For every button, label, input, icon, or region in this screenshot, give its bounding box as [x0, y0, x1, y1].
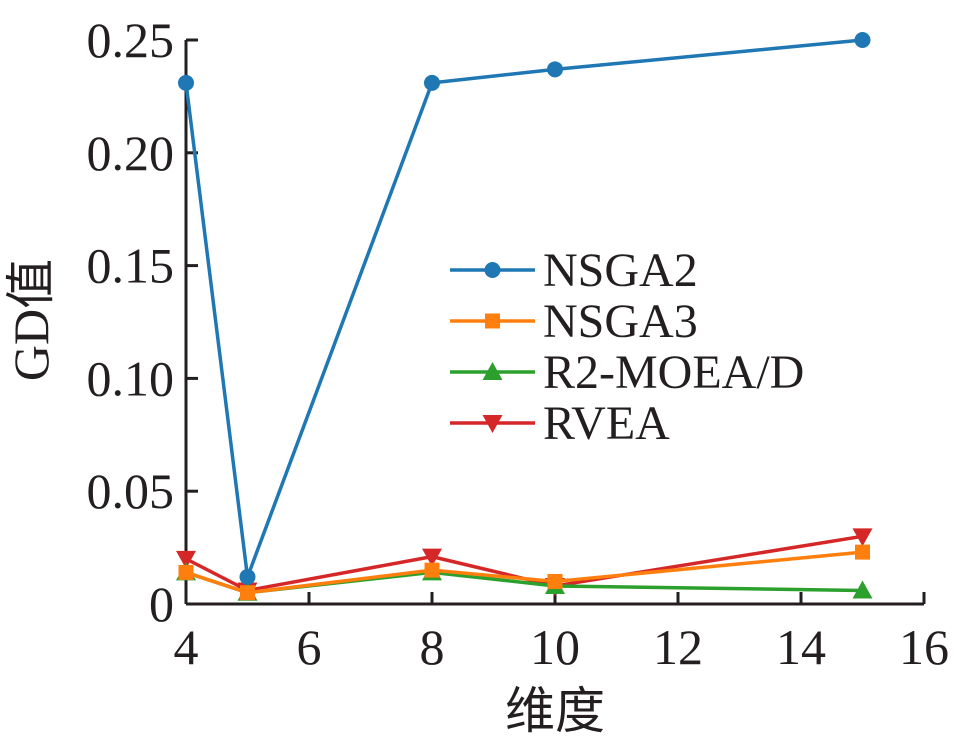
x-tick-label: 14: [776, 619, 826, 675]
data-point: [176, 550, 196, 569]
data-point: [240, 585, 255, 601]
data-point: [178, 74, 194, 91]
x-tick-label: 8: [420, 619, 445, 675]
legend-swatch-marker: [485, 313, 500, 329]
legend-swatch-marker: [482, 415, 503, 433]
legend-entry: NSGA3: [450, 295, 698, 348]
series-nsga3: [178, 544, 870, 601]
x-tick-label: 12: [653, 619, 703, 675]
y-tick-label: 0.05: [87, 463, 175, 519]
y-axis-title: GD值: [3, 259, 59, 381]
x-axis-title: 维度: [505, 683, 605, 739]
y-tick-label: 0.20: [87, 125, 175, 181]
data-point: [239, 568, 256, 585]
data-point: [424, 74, 440, 91]
series-r2-moea-d: [176, 562, 873, 601]
data-point: [424, 562, 440, 578]
x-tick-label: 4: [174, 619, 199, 675]
legend-entry: NSGA2: [450, 244, 698, 297]
x-tick-label: 16: [899, 619, 949, 675]
legend-entry: RVEA: [450, 397, 670, 450]
x-tick-label: 6: [297, 619, 322, 675]
data-point: [547, 573, 563, 589]
series-line: [184, 38, 863, 579]
y-tick-label: 0.25: [87, 12, 175, 68]
data-point: [547, 61, 563, 78]
y-tick-label: 0: [149, 576, 174, 632]
chart-series-layer: [176, 32, 873, 601]
series-nsga2: [178, 32, 871, 585]
legend-label: NSGA3: [543, 295, 698, 348]
legend-label: NSGA2: [543, 244, 698, 297]
legend-label: RVEA: [543, 397, 670, 450]
y-tick-label: 0.10: [87, 350, 175, 406]
data-point: [178, 564, 194, 580]
chart-axes: 4 6 8 10 12 14 16 0 0.05 0.10 0.15 0.20 0.25: [87, 12, 950, 675]
y-tick-label: 0.15: [87, 238, 175, 294]
legend-swatch-marker: [482, 362, 503, 380]
data-point: [852, 580, 873, 599]
legend-label: R2-MOEA/D: [543, 346, 804, 399]
series-line: [185, 550, 863, 595]
legend-swatch-marker: [484, 262, 501, 278]
legend-entry: R2-MOEA/D: [450, 346, 804, 399]
data-point: [852, 528, 873, 547]
x-tick-label: 10: [530, 619, 580, 675]
data-point: [422, 548, 442, 567]
data-point: [855, 544, 870, 560]
data-point: [854, 32, 871, 48]
